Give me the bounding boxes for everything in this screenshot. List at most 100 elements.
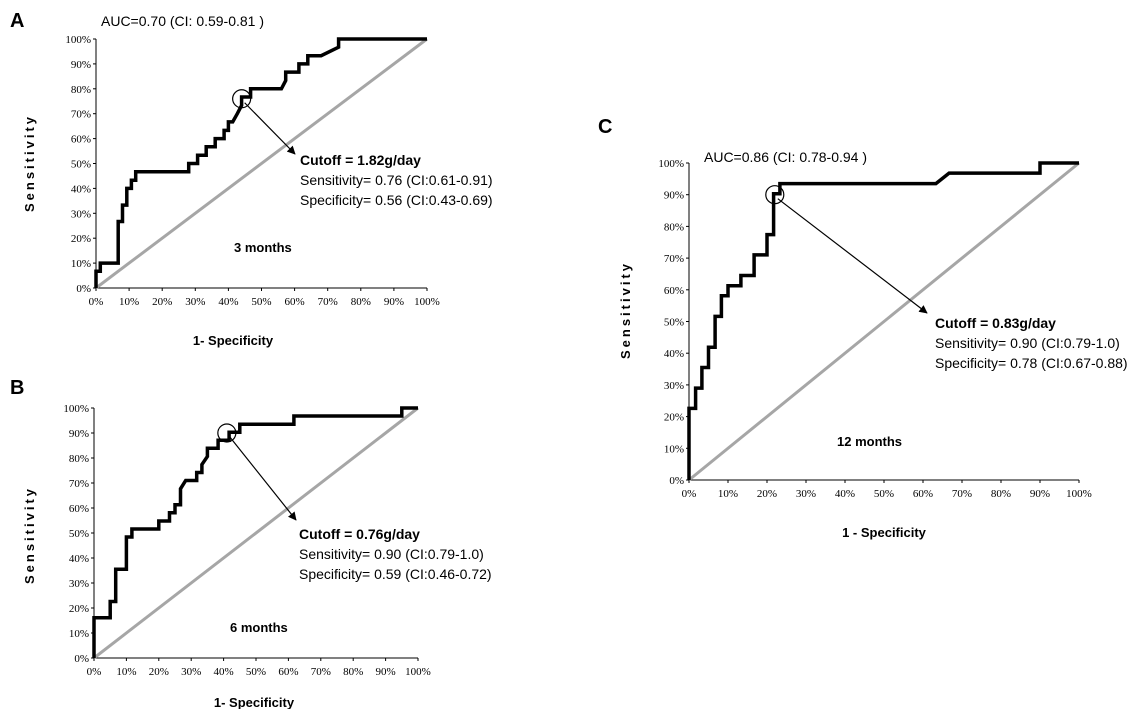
y-tick-label: 30% bbox=[69, 578, 89, 590]
y-tick-label: 0% bbox=[669, 475, 684, 487]
x-tick-label: 30% bbox=[185, 296, 205, 308]
x-tick-label: 20% bbox=[149, 666, 169, 678]
panel-letter: A bbox=[10, 10, 24, 32]
y-tick-label: 60% bbox=[69, 503, 89, 515]
x-axis-title: 1- Specificity bbox=[193, 333, 274, 348]
y-tick-label: 20% bbox=[69, 603, 89, 615]
cutoff-label: Cutoff = 0.76g/day bbox=[299, 526, 420, 542]
cutoff-arrow bbox=[229, 436, 297, 521]
auc-label: AUC=0.70 (CI: 0.59-0.81 ) bbox=[101, 13, 264, 29]
x-tick-label: 0% bbox=[682, 488, 697, 500]
x-tick-label: 10% bbox=[718, 488, 738, 500]
y-tick-label: 20% bbox=[71, 233, 91, 245]
y-tick-label: 30% bbox=[71, 208, 91, 220]
x-tick-label: 60% bbox=[285, 296, 305, 308]
x-tick-label: 50% bbox=[874, 488, 894, 500]
panel-letter: B bbox=[10, 377, 24, 399]
roc-curve bbox=[687, 161, 1079, 480]
y-tick-label: 90% bbox=[664, 190, 684, 202]
panel-c: C 0% 10% 20% 30% 40% 50% 60% 70% 80% 90% 100% 0% 10% 2… bbox=[598, 116, 1128, 540]
sensitivity-label: Sensitivity= 0.90 (CI:0.79-1.0) bbox=[299, 546, 484, 562]
x-tick-label: 80% bbox=[991, 488, 1011, 500]
x-tick-label: 100% bbox=[414, 296, 440, 308]
y-tick-label: 70% bbox=[71, 109, 91, 121]
specificity-label: Specificity= 0.56 (CI:0.43-0.69) bbox=[300, 192, 493, 208]
period-label: 12 months bbox=[837, 434, 902, 449]
y-axis-title: Sensitivity bbox=[618, 261, 633, 359]
y-tick-label: 80% bbox=[664, 221, 684, 233]
y-tick-label: 90% bbox=[69, 428, 89, 440]
y-tick-label: 70% bbox=[664, 253, 684, 265]
x-tick-label: 70% bbox=[311, 666, 331, 678]
specificity-label: Specificity= 0.59 (CI:0.46-0.72) bbox=[299, 566, 492, 582]
y-tick-label: 60% bbox=[71, 134, 91, 146]
x-tick-label: 0% bbox=[89, 296, 104, 308]
x-tick-label: 20% bbox=[757, 488, 777, 500]
x-tick-label: 50% bbox=[246, 666, 266, 678]
y-tick-label: 100% bbox=[658, 158, 684, 170]
cutoff-arrow bbox=[777, 198, 928, 314]
x-tick-label: 40% bbox=[835, 488, 855, 500]
y-tick-label: 100% bbox=[65, 34, 91, 46]
cutoff-arrow bbox=[244, 102, 296, 155]
y-tick-label: 10% bbox=[71, 258, 91, 270]
x-tick-label: 80% bbox=[351, 296, 371, 308]
y-axis-title: Sensitivity bbox=[22, 114, 37, 212]
auc-label: AUC=0.86 (CI: 0.78-0.94 ) bbox=[704, 149, 867, 165]
panel-letter: C bbox=[598, 116, 612, 138]
reference-diagonal bbox=[95, 37, 428, 290]
cutoff-marker bbox=[232, 89, 252, 109]
y-tick-label: 60% bbox=[664, 285, 684, 297]
x-tick-label: 100% bbox=[1066, 488, 1092, 500]
x-tick-label: 20% bbox=[152, 296, 172, 308]
sensitivity-label: Sensitivity= 0.90 (CI:0.79-1.0) bbox=[935, 335, 1120, 351]
roc-curve bbox=[92, 406, 418, 658]
x-tick-label: 60% bbox=[278, 666, 298, 678]
y-tick-label: 90% bbox=[71, 59, 91, 71]
x-axis-title: 1- Specificity bbox=[214, 695, 295, 709]
x-tick-label: 70% bbox=[318, 296, 338, 308]
x-tick-label: 70% bbox=[952, 488, 972, 500]
y-tick-label: 30% bbox=[664, 380, 684, 392]
y-tick-label: 40% bbox=[69, 553, 89, 565]
y-tick-label: 50% bbox=[664, 317, 684, 329]
y-tick-label: 50% bbox=[69, 528, 89, 540]
y-tick-label: 10% bbox=[664, 443, 684, 455]
y-axis-title: Sensitivity bbox=[22, 486, 37, 584]
x-tick-label: 10% bbox=[116, 666, 136, 678]
y-tick-label: 20% bbox=[664, 412, 684, 424]
x-tick-label: 40% bbox=[214, 666, 234, 678]
y-tick-label: 70% bbox=[69, 478, 89, 490]
specificity-label: Specificity= 0.78 (CI:0.67-0.88) bbox=[935, 355, 1128, 371]
y-tick-label: 0% bbox=[76, 283, 91, 295]
x-tick-label: 30% bbox=[796, 488, 816, 500]
reference-diagonal bbox=[688, 161, 1080, 482]
x-tick-label: 90% bbox=[1030, 488, 1050, 500]
period-label: 6 months bbox=[230, 620, 288, 635]
x-tick-label: 30% bbox=[181, 666, 201, 678]
panel-b: B 0% 10% 20% 30% 40% 50% 60% 70% 80% 90% 100% 0% 10% 2… bbox=[10, 377, 492, 709]
y-tick-label: 50% bbox=[71, 159, 91, 171]
x-tick-label: 100% bbox=[405, 666, 431, 678]
x-tick-label: 60% bbox=[913, 488, 933, 500]
x-tick-label: 50% bbox=[251, 296, 271, 308]
y-tick-label: 100% bbox=[63, 403, 89, 415]
x-tick-label: 90% bbox=[384, 296, 404, 308]
y-tick-label: 40% bbox=[71, 183, 91, 195]
cutoff-label: Cutoff = 0.83g/day bbox=[935, 315, 1056, 331]
y-tick-label: 40% bbox=[664, 348, 684, 360]
panel-a: A 0% 10% 20% 30% 40% 50% 60% 70% 80% 90% 100% 0% 10% 2… bbox=[10, 10, 493, 348]
y-tick-label: 0% bbox=[74, 653, 89, 665]
cutoff-marker bbox=[217, 423, 237, 443]
cutoff-marker bbox=[765, 185, 785, 205]
period-label: 3 months bbox=[234, 240, 292, 255]
cutoff-label: Cutoff = 1.82g/day bbox=[300, 152, 421, 168]
x-tick-label: 90% bbox=[376, 666, 396, 678]
y-tick-label: 80% bbox=[71, 84, 91, 96]
sensitivity-label: Sensitivity= 0.76 (CI:0.61-0.91) bbox=[300, 172, 493, 188]
x-axis-title: 1 - Specificity bbox=[842, 525, 927, 540]
x-tick-label: 80% bbox=[343, 666, 363, 678]
y-tick-label: 10% bbox=[69, 628, 89, 640]
reference-diagonal bbox=[93, 406, 419, 660]
